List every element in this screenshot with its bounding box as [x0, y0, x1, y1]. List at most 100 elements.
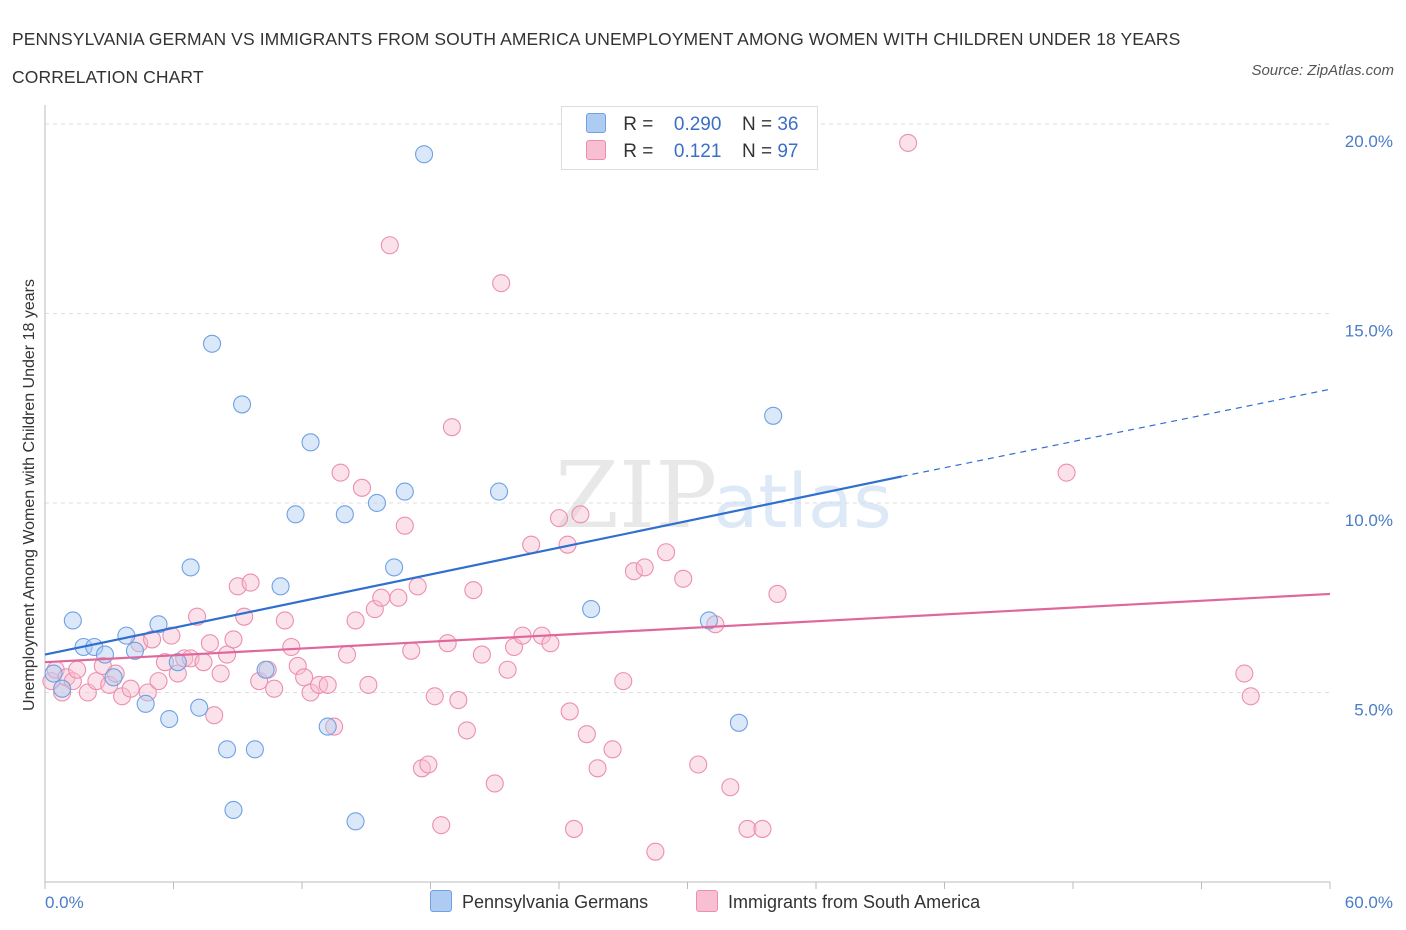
data-point [768, 584, 787, 603]
data-point [275, 611, 294, 630]
data-point [224, 800, 243, 820]
data-point [689, 755, 708, 774]
stats-legend: R = 0.290 N = 36 R = 0.121 N = 97 [561, 106, 818, 170]
data-point [492, 274, 511, 293]
data-point [432, 816, 451, 835]
data-point [68, 660, 87, 679]
data-point [203, 334, 222, 353]
data-point [457, 721, 476, 740]
data-point [464, 581, 483, 600]
data-point [245, 740, 264, 759]
data-point [764, 406, 783, 425]
legend-n-label: N = [741, 114, 773, 135]
data-point [472, 645, 491, 664]
data-point [224, 630, 243, 649]
data-point [395, 482, 414, 501]
data-point [372, 588, 391, 607]
data-point [721, 778, 740, 797]
data-point [674, 569, 693, 588]
axes [44, 105, 1331, 889]
data-point [699, 611, 718, 630]
trend-line-pennsylvania-germans-projection [901, 388, 1331, 478]
data-point [541, 634, 560, 653]
data-point [205, 706, 224, 725]
data-point [282, 637, 301, 657]
data-point [582, 600, 601, 619]
data-point [408, 577, 427, 596]
data-point [288, 656, 307, 676]
data-point [498, 660, 517, 679]
data-point [190, 698, 209, 717]
data-point [168, 653, 187, 672]
data-point [181, 558, 200, 577]
data-point [425, 687, 444, 706]
trend-line-immigrants-south-america [44, 592, 1331, 664]
data-point [149, 672, 168, 691]
legend-r-value: 0.290 [673, 114, 722, 135]
y-tick-label: 10.0% [1345, 511, 1393, 530]
legend-row-immigrants-south-america: R = 0.121 N = 97 [586, 140, 798, 162]
data-point [217, 645, 237, 664]
data-point [217, 740, 237, 759]
data-point [200, 634, 219, 653]
data-point [155, 653, 174, 672]
data-point [402, 641, 421, 660]
data-point [337, 645, 357, 664]
bottom-legend-swatch-blue [430, 890, 452, 912]
data-point [63, 672, 82, 691]
y-tick-label: 5.0% [1354, 700, 1393, 719]
source-label: Source: ZipAtlas.com [1251, 62, 1394, 79]
chart-title: PENNSYLVANIA GERMAN VS IMMIGRANTS FROM S… [12, 29, 1181, 87]
bottom-legend-immigrants-south-america: Immigrants from South America [696, 890, 980, 913]
data-point [614, 672, 633, 691]
y-tick-labels: 5.0% 10.0% 15.0% 20.0% [1345, 132, 1393, 720]
data-point [560, 702, 579, 721]
data-point [624, 562, 644, 581]
data-point [1241, 687, 1260, 706]
data-point [121, 679, 140, 698]
watermark: ZIP atlas [555, 442, 892, 549]
legend-n-label: N = [741, 141, 773, 162]
data-point [53, 683, 72, 702]
bottom-legend-swatch-pink [696, 890, 718, 912]
data-point [301, 433, 320, 452]
data-point [438, 634, 457, 653]
legend-swatch-blue [586, 113, 606, 133]
data-point [635, 558, 654, 577]
data-point [753, 819, 772, 838]
data-point [95, 645, 115, 664]
x-tick-labels: 0.0% 60.0% [45, 893, 1393, 912]
data-points [42, 133, 1260, 861]
data-point [657, 543, 676, 562]
bottom-legend-label: Immigrants from South America [728, 892, 981, 912]
data-point [365, 600, 384, 619]
data-point [449, 691, 468, 710]
data-point [211, 664, 230, 683]
data-point [646, 842, 665, 861]
data-point [489, 482, 509, 501]
data-point [42, 672, 61, 691]
data-point [188, 607, 207, 626]
trend-line-pennsylvania-germans [44, 475, 902, 656]
x-tick-label: 0.0% [45, 893, 84, 912]
data-point [1057, 463, 1076, 482]
data-point [549, 509, 569, 528]
data-point [295, 668, 314, 687]
data-point [415, 145, 434, 164]
data-point [143, 630, 162, 649]
data-point [1235, 664, 1254, 683]
data-point [318, 717, 337, 736]
data-point [125, 641, 144, 660]
data-point [564, 819, 584, 838]
data-point [522, 535, 541, 554]
data-point [359, 675, 378, 694]
data-point [53, 679, 72, 698]
data-point [138, 683, 157, 702]
data-point [395, 516, 414, 535]
data-point [286, 505, 305, 524]
data-point [331, 463, 350, 482]
data-point [104, 668, 123, 687]
data-point [603, 740, 622, 759]
data-point [346, 611, 365, 630]
